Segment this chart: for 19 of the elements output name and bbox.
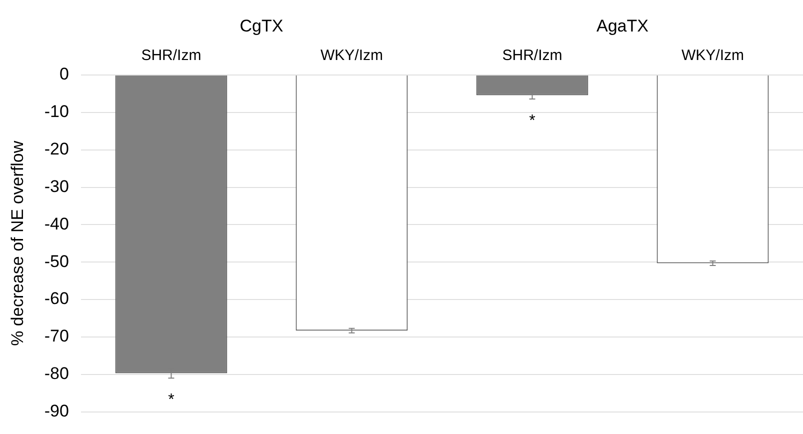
y-tick-label: 0 — [60, 64, 69, 84]
y-tick-label: -10 — [44, 102, 69, 122]
y-tick-label: -60 — [44, 289, 69, 308]
y-tick-label: -50 — [44, 252, 69, 271]
y-tick-label: -20 — [44, 140, 69, 159]
y-tick-label: -90 — [44, 401, 69, 420]
y-tick-label: -80 — [44, 364, 69, 384]
y-tick-label: -30 — [44, 176, 69, 196]
y-axis-title: % decrease of NE overflow — [8, 140, 27, 346]
text: CgTX — [240, 16, 284, 36]
data-label: * — [168, 392, 174, 409]
y-tick-label: -70 — [44, 326, 69, 346]
y-tick-label: -40 — [44, 214, 69, 234]
text: AgaTX — [596, 16, 648, 36]
x-tick-label: SHR/Izm — [502, 47, 562, 64]
x-tick-label: WKY/Izm — [681, 47, 744, 64]
data-label: * — [529, 112, 536, 130]
x-tick-label: WKY/Izm — [320, 47, 383, 64]
x-tick-label: SHR/Izm — [141, 47, 202, 64]
